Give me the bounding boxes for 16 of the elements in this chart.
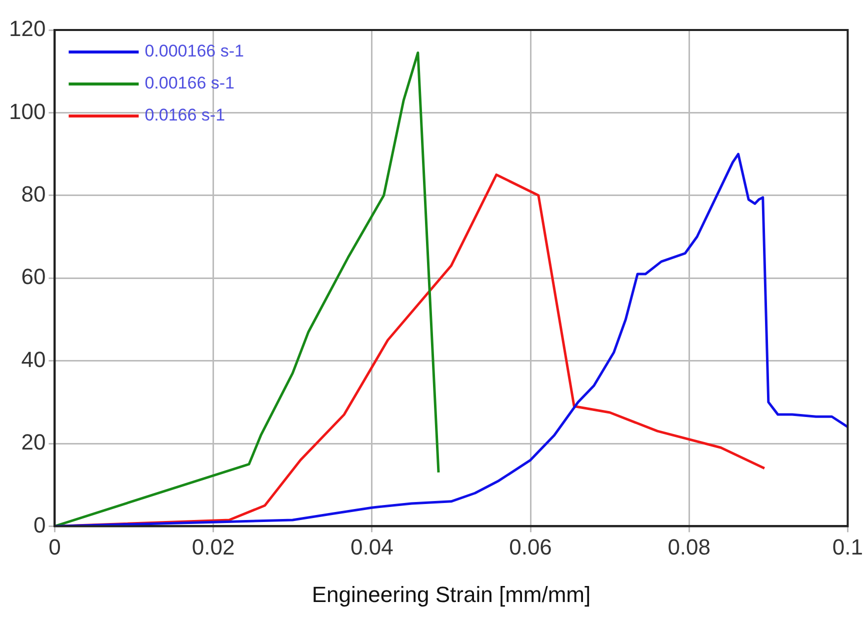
legend-label: 0.0166 s-1: [144, 106, 226, 125]
y-tick-label: 80: [21, 181, 46, 206]
x-tick-label: 0.08: [668, 534, 711, 560]
legend-label: 0.00166 s-1: [144, 74, 235, 93]
y-tick-label: 0: [33, 512, 46, 538]
y-tick-label: 20: [21, 430, 46, 455]
x-tick-label: 0.1: [832, 534, 864, 560]
x-tick-label: 0.06: [509, 534, 552, 560]
x-axis-title: Engineering Strain [mm/mm]: [312, 582, 591, 607]
legend-label: 0.000166 s-1: [144, 42, 244, 61]
x-tick-label: 0.02: [192, 534, 235, 560]
x-tick-label: 0.04: [350, 534, 394, 560]
y-tick-label: 60: [21, 264, 46, 290]
y-tick-label: 120: [8, 16, 46, 42]
y-tick-label: 100: [8, 98, 46, 124]
y-tick-label: 40: [21, 346, 46, 372]
